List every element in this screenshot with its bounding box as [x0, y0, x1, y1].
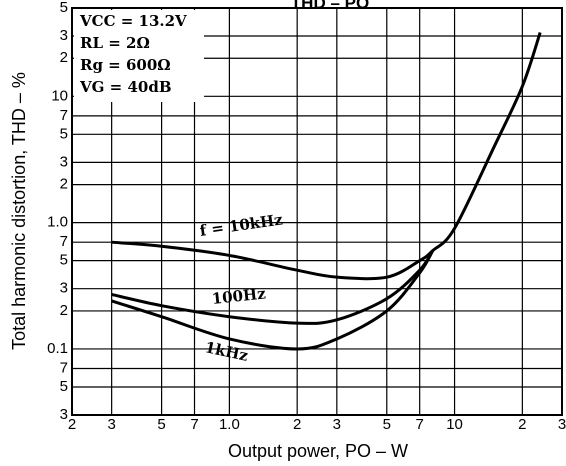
curve	[111, 32, 542, 281]
curve	[111, 249, 435, 325]
chart-title: THD – PO	[291, 0, 369, 12]
curve-label: 100Hz	[211, 284, 267, 308]
conditions-box	[74, 10, 204, 102]
y-tick-label: 3	[60, 153, 68, 170]
x-tick-label: 3	[107, 416, 115, 433]
y-tick-label: 5	[60, 252, 68, 269]
condition-text: RL = 2Ω	[80, 34, 150, 52]
y-tick-label: 0.1	[47, 340, 68, 357]
y-tick-label: 5	[60, 0, 68, 16]
y-tick-label: 3	[60, 406, 68, 423]
y-tick-label: 2	[60, 49, 68, 66]
x-tick-label: 5	[383, 416, 391, 433]
y-tick-label: 2	[60, 176, 68, 193]
y-tick-label: 5	[60, 125, 68, 142]
y-tick-label: 7	[60, 107, 68, 124]
condition-text: Rg = 600Ω	[80, 56, 171, 74]
y-tick-label: 3	[60, 27, 68, 44]
x-tick-label: 3	[333, 416, 341, 433]
y-tick-label: 2	[60, 302, 68, 319]
x-tick-label: 5	[157, 416, 165, 433]
y-tick-label: 5	[60, 378, 68, 395]
condition-text: VCC = 13.2V	[79, 12, 187, 30]
y-axis-title: Total harmonic distortion, THD – %	[9, 72, 29, 350]
x-tick-label: 2	[518, 416, 526, 433]
curve-label: f = 10kHz	[199, 210, 285, 240]
y-tick-label: 7	[60, 359, 68, 376]
y-tick-label: 1.0	[47, 214, 68, 231]
x-tick-label: 2	[293, 416, 301, 433]
x-axis-title: Output power, PO – W	[228, 441, 408, 461]
x-tick-label: 7	[190, 416, 198, 433]
x-tick-label: 7	[416, 416, 424, 433]
x-tick-label: 3	[558, 416, 566, 433]
x-tick-label: 10	[446, 416, 463, 433]
x-tick-label: 2	[68, 416, 76, 433]
y-tick-label: 3	[60, 280, 68, 297]
x-tick-label: 1.0	[219, 416, 240, 433]
y-tick-label: 10	[51, 87, 68, 104]
curve	[111, 249, 435, 351]
y-tick-label: 7	[60, 233, 68, 250]
condition-text: VG = 40dB	[79, 78, 172, 96]
